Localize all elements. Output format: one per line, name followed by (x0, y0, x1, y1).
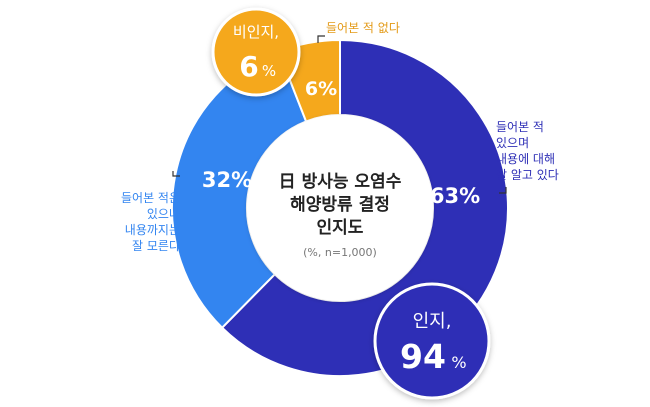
summary-unaware-bubble: 비인지, 6 % (211, 7, 301, 97)
summary-unaware-circle (211, 7, 301, 97)
summary-unaware-unit: % (262, 62, 276, 80)
center-title-line-2: 해양방류 결정 (290, 195, 390, 215)
slice-value-heard-only: 32% (202, 168, 252, 192)
summary-aware-circle (373, 282, 491, 400)
label-never-heard-bracket (317, 35, 325, 43)
label-know-well-line-2: 있으며 (496, 136, 529, 150)
label-know-well: 들어본 적 있으며 내용에 대해 잘 알고 있다 (496, 120, 559, 194)
summary-aware-unit: % (451, 353, 466, 372)
label-never-heard-text: 들어본 적 없다 (326, 21, 400, 35)
label-know-well-line-3: 내용에 대해 (496, 152, 555, 166)
label-heard-only: 들어본 적은 있으나 내용까지는 잘 모른다 (121, 171, 180, 253)
label-never-heard: 들어본 적 없다 (317, 21, 400, 43)
label-heard-only-line-1: 들어본 적은 (121, 191, 180, 205)
label-heard-only-line-4: 잘 모른다 (132, 239, 180, 253)
slice-value-never-heard: 6% (305, 78, 337, 100)
summary-aware-value: 94 (400, 337, 446, 376)
summary-unaware-value: 6 (239, 50, 258, 83)
label-heard-only-bracket (172, 171, 180, 177)
center-title-line-1: 日 방사능 오염수 (279, 172, 402, 192)
summary-unaware-label: 비인지, (233, 23, 279, 41)
slice-value-know-well: 63% (430, 184, 480, 208)
summary-aware-label: 인지, (413, 311, 452, 332)
label-know-well-line-4: 잘 알고 있다 (496, 168, 559, 182)
label-heard-only-line-3: 내용까지는 (125, 223, 180, 237)
center-title-line-3: 인지도 (317, 218, 364, 238)
label-know-well-bracket (499, 187, 507, 194)
donut-hole (247, 115, 433, 301)
label-heard-only-line-2: 있으나 (147, 207, 180, 221)
label-know-well-line-1: 들어본 적 (496, 120, 544, 134)
summary-aware-bubble: 인지, 94 % (373, 282, 491, 400)
center-note: (%, n=1,000) (303, 246, 377, 259)
